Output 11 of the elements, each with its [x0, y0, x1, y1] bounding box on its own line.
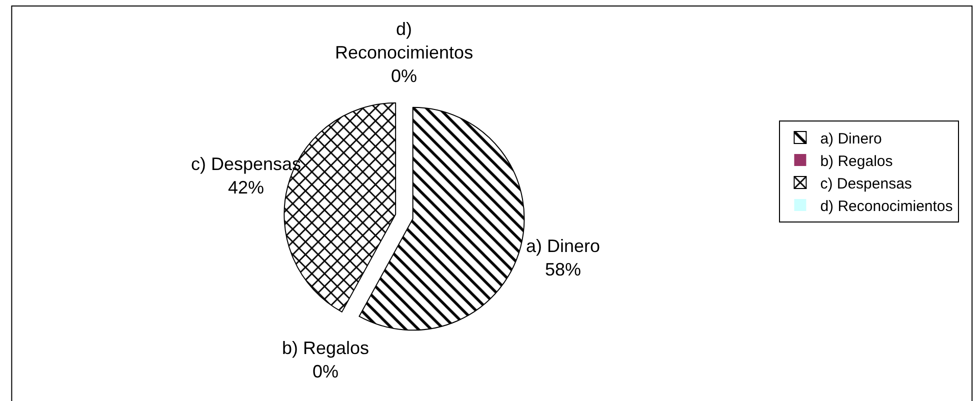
- legend-label: a) Dinero: [820, 130, 882, 148]
- legend-label: c) Despensas: [820, 175, 912, 192]
- legend-label: b) Regalos: [820, 152, 893, 170]
- category-label: b) Regalos: [282, 338, 370, 358]
- text: 0%: [312, 361, 339, 382]
- data-label: 42%: [228, 177, 264, 198]
- category-label: d) Reconocimientos: [335, 19, 474, 62]
- slice-label: a) Dinero: [526, 236, 600, 256]
- text: 0%: [391, 66, 418, 86]
- legend-label: d) Reconocimientos: [820, 198, 953, 215]
- data-label: 58%: [545, 259, 582, 280]
